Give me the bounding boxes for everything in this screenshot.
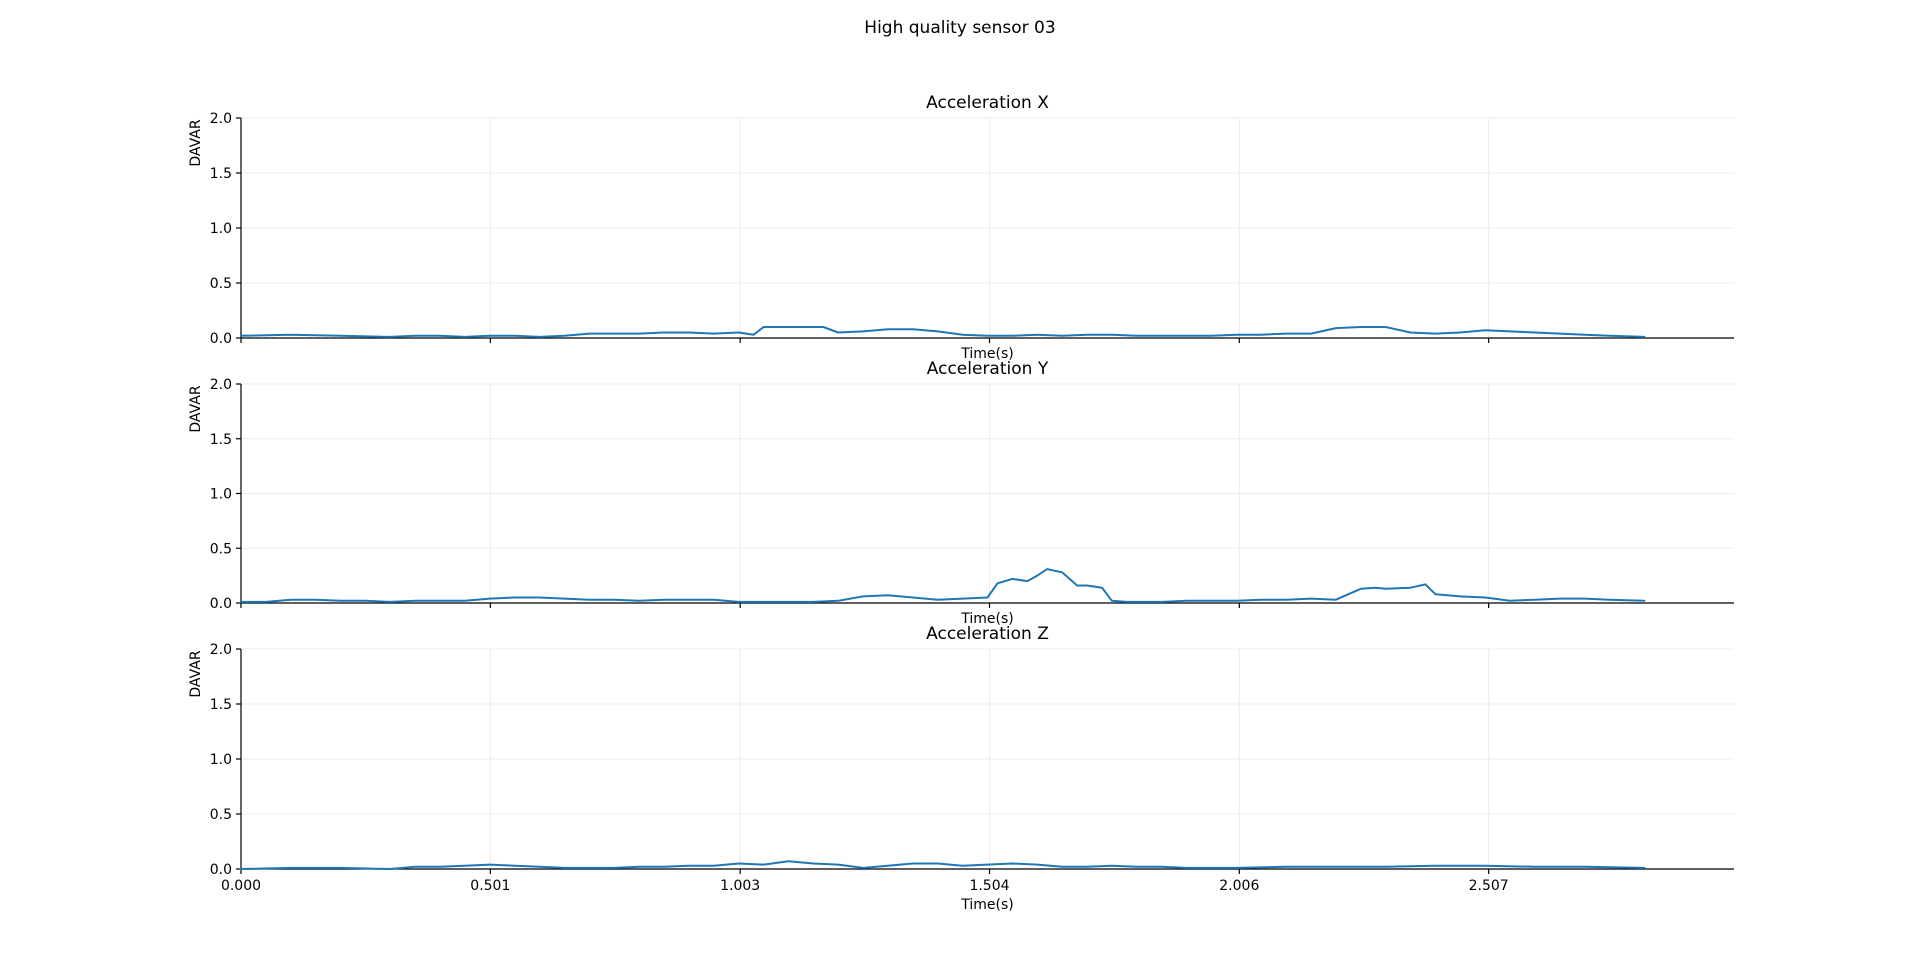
y-tick-label: 2.0 [210, 377, 232, 393]
subplot-3: 0.0 0.5 1.0 1.5 2.0 0.000 0.501 1.003 1.504 2.006… [188, 624, 1734, 913]
y-axis-label: DAVAR [188, 119, 204, 166]
x-axis-label: Time(s) [960, 897, 1013, 913]
y-tick-label: 0.5 [210, 541, 232, 557]
y-tick-label: 0.5 [210, 807, 232, 823]
x-tick-label: 1.504 [969, 878, 1009, 894]
y-tick-label: 1.5 [210, 697, 232, 713]
x-tick-label: 0.000 [221, 878, 261, 894]
subplot-1: 0.0 0.5 1.0 1.5 2.0 Acceleration X Time(s) DAVA… [188, 93, 1734, 362]
y-tick-label: 1.0 [210, 221, 232, 237]
series-line [240, 860, 1646, 870]
x-tick-label: 2.507 [1469, 878, 1509, 894]
series-line [240, 568, 1646, 603]
x-tick-label: 2.006 [1219, 878, 1259, 894]
y-tick-label: 1.5 [210, 432, 232, 448]
y-tick-label: 0.5 [210, 276, 232, 292]
subplot-title: Acceleration Z [926, 624, 1049, 644]
subplot-panels: 0.0 0.5 1.0 1.5 2.0 Acceleration X Time(s) DAVA… [188, 93, 1734, 913]
y-tick-label: 2.0 [210, 642, 232, 658]
x-tick-label: 0.501 [470, 878, 510, 894]
subplot-title: Acceleration X [926, 93, 1049, 113]
y-tick-label: 1.5 [210, 166, 232, 182]
subplot-title: Acceleration Y [927, 359, 1049, 379]
y-axis-label: DAVAR [188, 385, 204, 432]
y-tick-label: 2.0 [210, 111, 232, 127]
y-tick-label: 0.0 [210, 862, 232, 878]
series-line [240, 326, 1646, 338]
y-tick-label: 0.0 [210, 331, 232, 347]
x-axis-label: Time(s) [960, 346, 1013, 362]
y-tick-label: 1.0 [210, 752, 232, 768]
y-axis-label: DAVAR [188, 650, 204, 697]
figure-title: High quality sensor 03 [864, 18, 1055, 38]
x-axis-label: Time(s) [960, 611, 1013, 627]
y-tick-label: 1.0 [210, 487, 232, 503]
y-tick-label: 0.0 [210, 596, 232, 612]
subplot-2: 0.0 0.5 1.0 1.5 2.0 Acceleration Y Time(s) DAVA… [188, 359, 1734, 627]
x-tick-label: 1.003 [720, 878, 760, 894]
